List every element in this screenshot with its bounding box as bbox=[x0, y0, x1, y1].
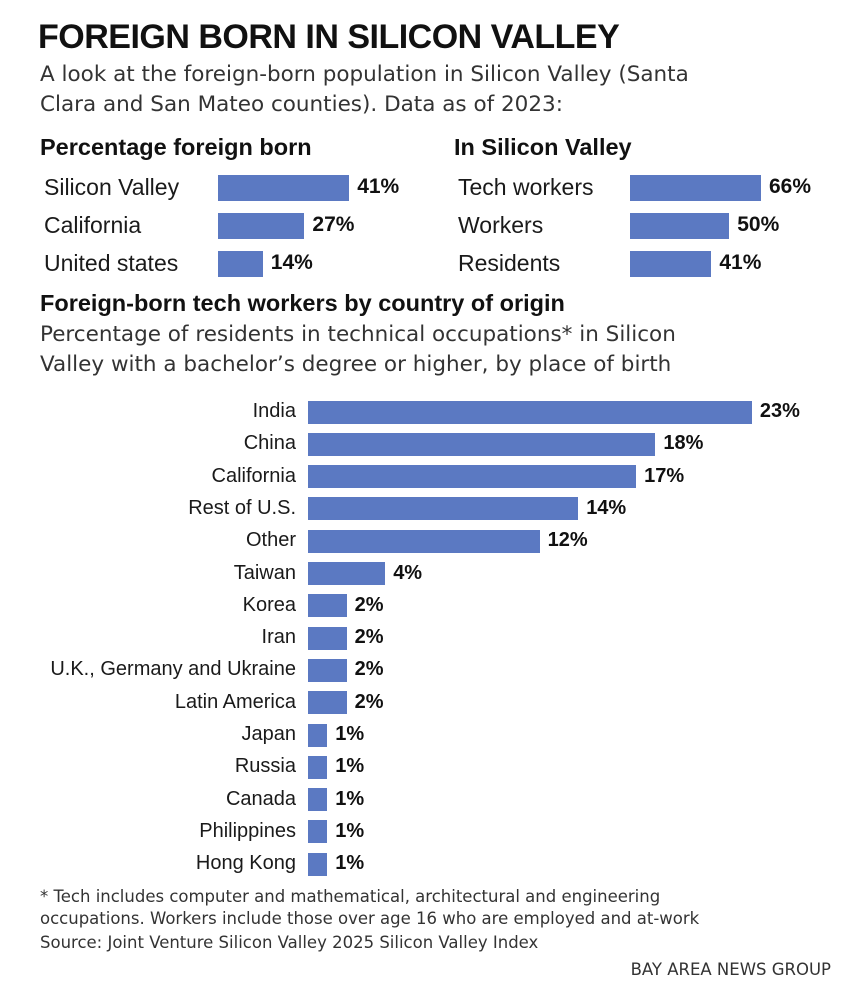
chart-title: FOREIGN BORN IN SILICON VALLEY bbox=[38, 18, 620, 56]
panel-3-label-10: Japan bbox=[241, 723, 297, 745]
panel-3-bar-12 bbox=[308, 788, 328, 812]
panel-3-subtitle-line-2: Valley with a bachelor’s degree or highe… bbox=[40, 352, 672, 377]
panel-3-label-7: Iran bbox=[261, 626, 296, 649]
panel-2-label-1: Workers bbox=[458, 212, 544, 238]
panel-3-value-8: 2% bbox=[354, 658, 384, 681]
panel-1-value-2: 14% bbox=[270, 251, 313, 274]
panel-3-value-2: 17% bbox=[644, 464, 685, 487]
footnote-line-2: occupations. Workers include those over … bbox=[40, 909, 700, 928]
panel-3-label-6: Korea bbox=[242, 593, 296, 616]
panel-1-bar-0 bbox=[218, 175, 350, 201]
panel-1-bar-2 bbox=[218, 251, 263, 277]
footnote-line-1: * Tech includes computer and mathematica… bbox=[40, 887, 661, 906]
panel-3-bar-10 bbox=[308, 723, 328, 747]
panel-3-bar-5 bbox=[308, 562, 386, 585]
panel-3-label-5: Taiwan bbox=[233, 561, 296, 584]
chart-subtitle-line-1: A look at the foreign-born population in… bbox=[40, 62, 689, 87]
panel-3-value-7: 2% bbox=[354, 626, 384, 649]
panel-3-value-12: 1% bbox=[335, 787, 365, 810]
panel-3-bar-8 bbox=[308, 658, 347, 682]
panel-3-label-0: India bbox=[252, 400, 296, 422]
panel-3-label-13: Philippines bbox=[199, 819, 296, 842]
panel-3-bar-14 bbox=[308, 852, 328, 876]
panel-3-label-8: U.K., Germany and Ukraine bbox=[50, 658, 296, 681]
panel-3-value-14: 1% bbox=[335, 852, 365, 875]
panel-2-label-0: Tech workers bbox=[458, 174, 594, 200]
panel-3-label-2: California bbox=[211, 464, 296, 487]
panel-1-label-1: California bbox=[44, 212, 142, 238]
panel-1-label-2: United states bbox=[44, 250, 179, 276]
panel-1-bar-1 bbox=[218, 213, 305, 239]
panel-2-value-0: 66% bbox=[769, 175, 812, 198]
panel-3-value-0: 23% bbox=[759, 400, 800, 422]
panel-3-value-13: 1% bbox=[335, 819, 365, 842]
credit-line: BAY AREA NEWS GROUP bbox=[630, 960, 831, 979]
panel-2-bar-1 bbox=[630, 213, 730, 239]
panel-1-label-0: Silicon Valley bbox=[44, 174, 180, 200]
panel-3-value-5: 4% bbox=[393, 561, 423, 584]
panel-1-value-1: 27% bbox=[312, 213, 355, 236]
panel-3-subtitle-line-1: Percentage of residents in technical occ… bbox=[40, 322, 676, 347]
panel-2-bar-2 bbox=[630, 251, 712, 277]
panel-1-title: Percentage foreign born bbox=[40, 134, 312, 160]
panel-3-bar-2 bbox=[308, 465, 637, 489]
panel-3-value-10: 1% bbox=[335, 723, 365, 745]
panel-2-bar-0 bbox=[630, 175, 761, 201]
panel-3-label-4: Other bbox=[245, 529, 296, 552]
panel-3-value-6: 2% bbox=[354, 593, 384, 616]
panel-3-bar-13 bbox=[308, 820, 328, 844]
panel-3-bar-4 bbox=[308, 529, 540, 553]
panel-2-label-2: Residents bbox=[458, 250, 561, 276]
source-note: Source: Joint Venture Silicon Valley 202… bbox=[40, 933, 539, 952]
panel-2-value-2: 41% bbox=[719, 251, 762, 274]
panel-3-label-11: Russia bbox=[234, 755, 296, 778]
panel-3-label-3: Rest of U.S. bbox=[188, 496, 296, 519]
panel-3-value-1: 18% bbox=[663, 432, 704, 455]
panel-2-value-1: 50% bbox=[737, 213, 780, 236]
panel-3-label-14: Hong Kong bbox=[195, 852, 296, 875]
panel-3-bar-6 bbox=[308, 594, 347, 618]
panel-3-bar-3 bbox=[308, 497, 579, 521]
panel-1-value-0: 41% bbox=[357, 175, 400, 198]
panel-3-label-1: China bbox=[243, 432, 296, 455]
panel-3-value-4: 12% bbox=[547, 529, 588, 552]
panel-3-value-9: 2% bbox=[354, 690, 384, 713]
panel-3-bar-1 bbox=[308, 432, 656, 456]
panel-3-label-9: Latin America bbox=[174, 690, 296, 713]
panel-2-title: In Silicon Valley bbox=[454, 134, 632, 160]
chart-subtitle-line-2: Clara and San Mateo counties). Data as o… bbox=[40, 92, 563, 117]
panel-3-bar-0 bbox=[308, 400, 752, 424]
panel-3-bar-11 bbox=[308, 755, 328, 779]
panel-3-value-3: 14% bbox=[586, 496, 627, 519]
panel-3-bar-7 bbox=[308, 626, 347, 650]
panel-3-value-11: 1% bbox=[335, 755, 365, 778]
panel-3-title: Foreign-born tech workers by country of … bbox=[40, 290, 565, 316]
panel-3-label-12: Canada bbox=[225, 787, 296, 810]
panel-3-bar-9 bbox=[308, 691, 347, 715]
